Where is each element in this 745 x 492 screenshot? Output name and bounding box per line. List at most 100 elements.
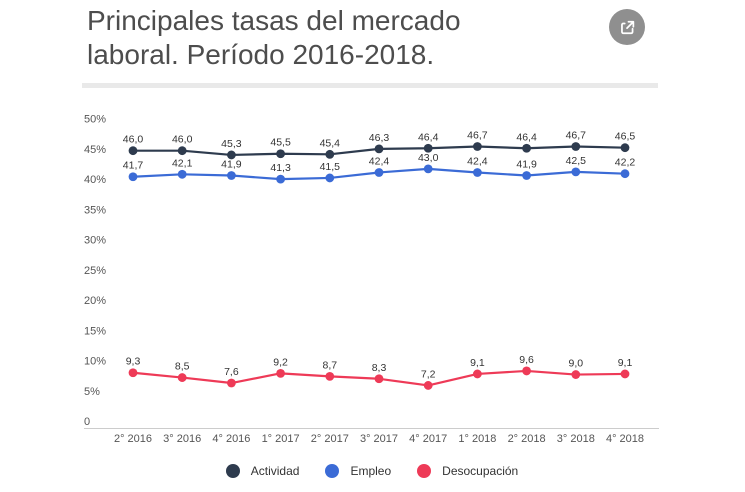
data-point-empleo-4[interactable] <box>325 173 335 183</box>
y-tick-label: 10% <box>84 356 106 368</box>
y-tick-label: 30% <box>84 235 106 247</box>
data-point-actividad-4[interactable] <box>325 149 335 159</box>
data-label: 9,6 <box>519 354 534 366</box>
y-tick-label: 50% <box>84 114 106 126</box>
data-point-desocupación-8[interactable] <box>522 366 531 376</box>
title-line-2: laboral. Período 2016-2018. <box>87 39 435 70</box>
legend-item-empleo[interactable]: Empleo <box>325 464 391 478</box>
data-point-desocupación-2[interactable] <box>227 378 236 388</box>
data-label: 42,1 <box>172 157 193 169</box>
data-label: 8,5 <box>175 361 190 373</box>
data-point-desocupación-3[interactable] <box>276 368 285 378</box>
data-label: 9,0 <box>568 358 583 370</box>
y-tick-label: 0 <box>84 416 90 428</box>
y-tick-label: 45% <box>84 144 106 156</box>
legend-label: Desocupación <box>442 464 519 478</box>
legend-dot-icon <box>225 464 240 478</box>
data-point-empleo-0[interactable] <box>128 172 138 182</box>
y-tick-label: 25% <box>84 265 106 277</box>
legend-label: Empleo <box>350 464 392 478</box>
x-tick-label: 3° 2018 <box>557 433 595 445</box>
data-label: 41,7 <box>123 160 144 172</box>
data-label: 46,4 <box>418 131 439 143</box>
data-point-empleo-10[interactable] <box>620 169 630 179</box>
data-point-empleo-1[interactable] <box>177 169 187 179</box>
share-icon <box>620 20 634 34</box>
x-tick-label: 4° 2018 <box>606 433 644 445</box>
data-point-desocupación-1[interactable] <box>177 373 187 382</box>
data-label: 45,4 <box>320 137 341 149</box>
x-tick-label: 1° 2017 <box>262 433 300 445</box>
data-point-actividad-10[interactable] <box>620 143 630 153</box>
chart-legend: Actividad Empleo Desocupación <box>84 464 660 478</box>
y-tick-label: 40% <box>84 174 106 186</box>
data-point-actividad-9[interactable] <box>571 142 581 151</box>
data-label: 42,4 <box>467 155 488 167</box>
data-point-desocupación-6[interactable] <box>423 381 433 390</box>
data-label: 45,3 <box>221 138 242 150</box>
data-point-desocupación-0[interactable] <box>128 368 138 378</box>
data-point-actividad-0[interactable] <box>128 146 138 156</box>
x-tick-label: 2° 2016 <box>114 433 152 445</box>
legend-label: Actividad <box>250 464 300 478</box>
data-point-actividad-1[interactable] <box>177 146 187 156</box>
legend-item-actividad[interactable]: Actividad <box>225 464 300 478</box>
data-point-actividad-7[interactable] <box>473 142 482 151</box>
data-label: 45,5 <box>270 137 291 149</box>
data-label: 41,9 <box>516 159 537 171</box>
y-tick-label: 5% <box>84 386 100 398</box>
data-point-empleo-2[interactable] <box>227 171 236 180</box>
y-tick-label: 35% <box>84 204 106 216</box>
page-title: Principales tasas del mercado laboral. P… <box>87 4 587 72</box>
data-label: 43,0 <box>418 152 439 164</box>
line-chart: 0 5% 10% 15% 20% 25% 30% 35% 40% 45% 50% 2° 2016 3° … <box>84 114 659 445</box>
legend-dot-icon <box>325 464 340 478</box>
data-point-desocupación-10[interactable] <box>620 369 630 379</box>
data-point-desocupación-5[interactable] <box>374 374 384 384</box>
data-label: 41,9 <box>221 159 242 171</box>
data-point-actividad-3[interactable] <box>276 149 285 159</box>
data-point-empleo-8[interactable] <box>522 171 531 180</box>
x-tick-label: 1° 2018 <box>458 433 496 445</box>
data-point-actividad-2[interactable] <box>227 150 236 160</box>
x-tick-label: 4° 2016 <box>212 433 250 445</box>
data-label: 46,7 <box>467 129 488 141</box>
title-divider <box>82 83 658 88</box>
data-point-actividad-5[interactable] <box>374 144 384 154</box>
legend-item-desocupacion[interactable]: Desocupación <box>417 464 518 478</box>
data-label: 41,3 <box>270 162 291 174</box>
share-button[interactable] <box>609 9 645 45</box>
data-point-empleo-3[interactable] <box>276 174 285 184</box>
data-label: 9,2 <box>273 356 288 368</box>
data-label: 8,3 <box>372 362 387 374</box>
data-point-desocupación-7[interactable] <box>473 369 482 379</box>
y-tick-label: 15% <box>84 325 106 337</box>
x-tick-label: 4° 2017 <box>409 433 447 445</box>
data-label: 46,0 <box>123 134 144 146</box>
data-point-empleo-6[interactable] <box>423 164 433 174</box>
data-label: 46,4 <box>516 131 537 143</box>
data-point-empleo-9[interactable] <box>571 167 581 177</box>
x-tick-label: 2° 2017 <box>311 433 349 445</box>
data-label: 7,2 <box>421 368 436 380</box>
data-label: 46,3 <box>369 132 390 144</box>
data-label: 42,4 <box>369 155 390 167</box>
x-tick-label: 3° 2017 <box>360 433 398 445</box>
data-label: 8,7 <box>322 359 337 371</box>
data-point-actividad-8[interactable] <box>522 143 531 153</box>
data-label: 9,1 <box>618 357 633 369</box>
x-tick-label: 3° 2016 <box>163 433 201 445</box>
data-point-actividad-6[interactable] <box>423 143 433 153</box>
data-label: 46,5 <box>615 131 636 143</box>
legend-dot-icon <box>417 464 432 478</box>
x-tick-label: 2° 2018 <box>508 433 546 445</box>
data-label: 42,5 <box>566 155 587 167</box>
data-label: 41,5 <box>320 161 341 173</box>
data-label: 46,7 <box>566 129 587 141</box>
data-point-desocupación-4[interactable] <box>325 371 335 381</box>
title-line-1: Principales tasas del mercado <box>87 5 461 36</box>
data-point-empleo-7[interactable] <box>473 168 482 177</box>
data-point-desocupación-9[interactable] <box>571 370 581 379</box>
data-point-empleo-5[interactable] <box>374 168 384 177</box>
